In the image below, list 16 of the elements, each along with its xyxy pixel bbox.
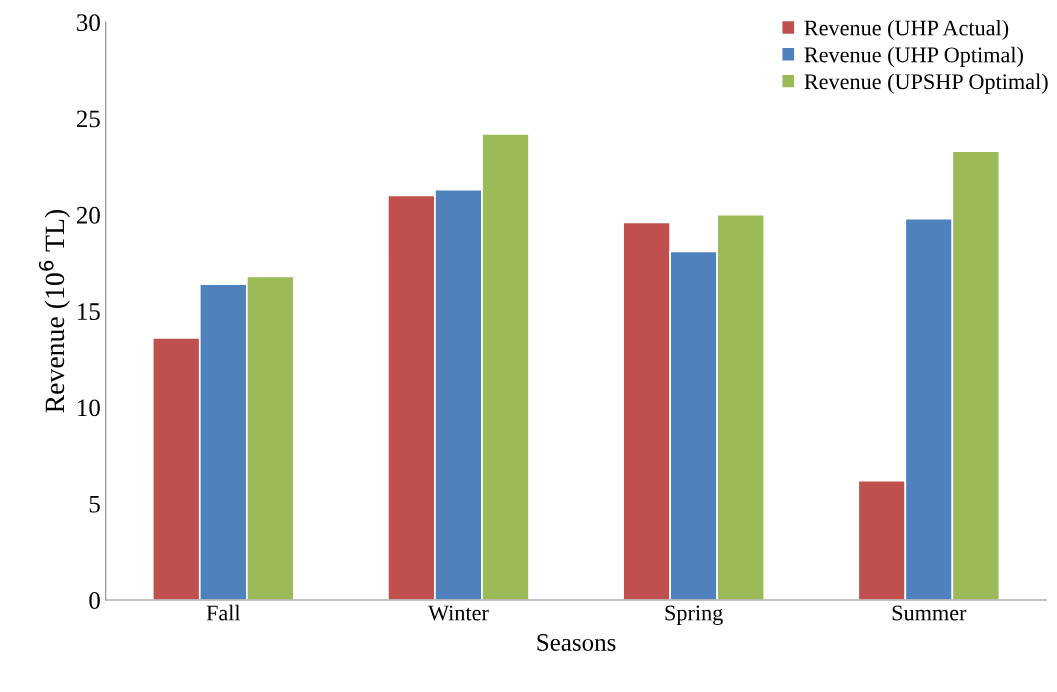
y-tick-label: 30 [77, 14, 100, 32]
y-tick-label: 25 [76, 110, 100, 128]
y-tick-label: 0 [89, 592, 100, 609]
x-tick-label: Summer [892, 605, 967, 621]
y-tick-label: 20 [76, 206, 100, 224]
y-tick-label: 10 [78, 399, 100, 417]
y-tick-label: 15 [78, 303, 100, 320]
legend-label: Revenue (UHP Actual) [804, 19, 1009, 41]
y-tick-label: 5 [89, 495, 100, 513]
x-tick-label: Fall [206, 604, 241, 621]
x-tick-label: Spring [665, 605, 723, 625]
x-axis-title: Seasons [537, 634, 616, 651]
legend-label: Revenue (UPSHP Optimal) [804, 73, 1048, 94]
x-tick-label: Winter [428, 605, 489, 621]
y-axis-title: Revenue (10$^{6}$ TL) [38, 209, 70, 413]
legend-label: Revenue (UHP Optimal) [804, 46, 1023, 67]
